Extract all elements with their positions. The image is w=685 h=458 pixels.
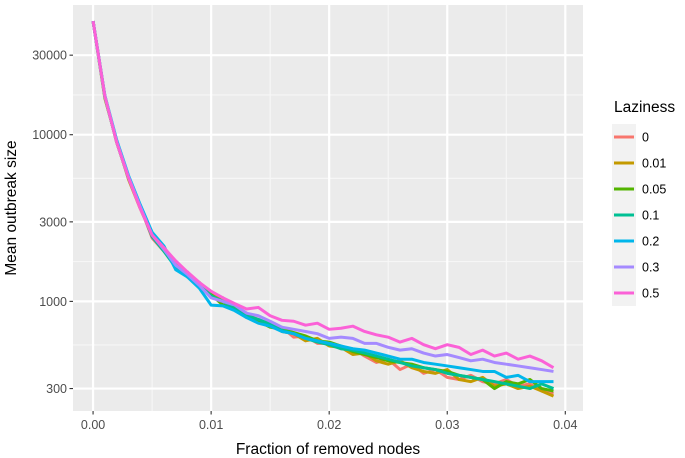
legend-items: 0 0.01 0.05 0.1 0.2 0.3 0.5 [612,124,666,306]
x-tick-label: 0.02 [317,418,341,432]
minor-gridlines [73,5,583,411]
legend-label-0.1: 0.1 [642,209,659,223]
legend-label-0: 0 [642,131,649,145]
x-tick-label: 0.04 [553,418,577,432]
legend-label-0.3: 0.3 [642,261,659,275]
y-tick-label: 10000 [32,128,67,142]
y-axis-title: Mean outbreak size [3,140,20,275]
x-axis-ticks: 0.00 0.01 0.02 0.03 0.04 [81,411,577,432]
legend-label-0.5: 0.5 [642,287,659,301]
x-tick-label: 0.03 [435,418,459,432]
legend-label-0.2: 0.2 [642,235,659,249]
series-lines [91,20,555,398]
legend: Laziness 0 0.01 0.05 0.1 0.2 0.3 0.5 [612,99,675,306]
x-tick-label: 0.00 [81,418,105,432]
y-tick-label: 1000 [39,295,67,309]
legend-title: Laziness [614,99,675,116]
y-tick-label: 3000 [39,215,67,229]
y-tick-label: 30000 [32,49,67,63]
series-line-0.3 [91,20,554,373]
y-axis-ticks: 300 1000 3000 10000 30000 [32,49,73,396]
x-axis-title: Fraction of removed nodes [236,441,421,458]
x-tick-label: 0.01 [199,418,223,432]
legend-label-0.01: 0.01 [642,157,666,171]
y-tick-label: 300 [46,382,67,396]
legend-label-0.05: 0.05 [642,183,666,197]
series-line-0.5 [91,20,555,370]
